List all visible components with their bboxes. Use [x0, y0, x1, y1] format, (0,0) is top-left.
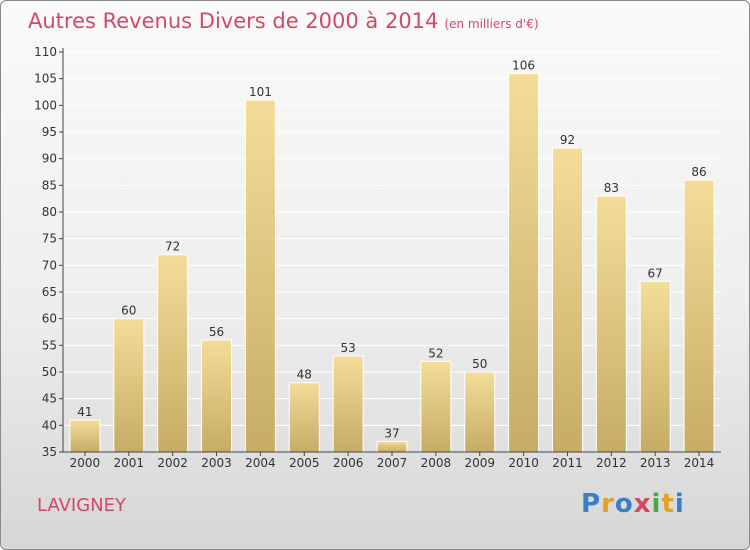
- x-tick-label: 2010: [508, 456, 539, 470]
- bar-2013: [639, 280, 671, 453]
- data-label: 86: [691, 165, 706, 179]
- data-label: 41: [77, 405, 92, 419]
- x-tick-label: 2009: [464, 456, 495, 470]
- x-tick-label: 2003: [201, 456, 232, 470]
- logo-letter: t: [661, 489, 675, 519]
- data-label: 106: [512, 58, 535, 72]
- data-label: 37: [384, 426, 399, 440]
- data-label: 53: [340, 341, 355, 355]
- data-label: 60: [121, 304, 136, 318]
- x-tick-label: 2001: [114, 456, 145, 470]
- x-tick-label: 2008: [421, 456, 452, 470]
- y-tick-label: 65: [42, 285, 57, 299]
- y-tick-label: 85: [42, 178, 57, 192]
- bar-2004: [244, 99, 276, 453]
- bar-2006: [332, 355, 364, 453]
- chart-title: Autres Revenus Divers de 2000 à 2014 (en …: [28, 9, 539, 33]
- y-tick-label: 100: [34, 98, 57, 112]
- logo-letter: P: [581, 489, 602, 519]
- data-label: 83: [604, 181, 619, 195]
- bar-2002: [157, 254, 189, 453]
- bar-2005: [288, 382, 320, 453]
- data-label: 101: [249, 85, 272, 99]
- bar-2010: [508, 72, 540, 453]
- data-label: 52: [428, 346, 443, 360]
- y-tick-label: 55: [42, 338, 57, 352]
- logo-letter: i: [674, 489, 685, 519]
- bar-2000: [69, 419, 101, 453]
- y-tick-label: 45: [42, 392, 57, 406]
- data-label: 67: [648, 266, 663, 280]
- data-label: 92: [560, 133, 575, 147]
- bar-2001: [113, 318, 145, 453]
- bar-2008: [420, 360, 452, 453]
- y-tick-label: 90: [42, 152, 57, 166]
- x-tick-label: 2000: [70, 456, 101, 470]
- x-tick-label: 2006: [333, 456, 364, 470]
- y-tick-label: 110: [34, 45, 57, 59]
- bar-2011: [551, 147, 583, 453]
- y-tick-label: 70: [42, 258, 57, 272]
- y-tick-label: 75: [42, 232, 57, 246]
- x-tick-label: 2004: [245, 456, 276, 470]
- y-tick-label: 50: [42, 365, 57, 379]
- bar-2014: [683, 179, 715, 453]
- y-tick-label: 80: [42, 205, 57, 219]
- data-label: 56: [209, 325, 224, 339]
- x-tick-label: 2013: [640, 456, 671, 470]
- commune-name: LAVIGNEY: [37, 495, 127, 516]
- y-tick-label: 60: [42, 312, 57, 326]
- y-tick-label: 35: [42, 445, 57, 459]
- bar-2009: [464, 371, 496, 453]
- chart-title-text: Autres Revenus Divers de 2000 à 2014: [28, 9, 439, 33]
- y-tick-label: 105: [34, 72, 57, 86]
- x-tick-label: 2005: [289, 456, 320, 470]
- bar-2012: [595, 195, 627, 453]
- logo-letter: o: [614, 489, 634, 519]
- logo-letter: x: [633, 489, 652, 519]
- x-tick-label: 2014: [684, 456, 715, 470]
- x-tick-label: 2011: [552, 456, 583, 470]
- logo-letter: i: [651, 489, 662, 519]
- axes: 35 40 45 50 55 60 65 70 75 80 85 90 95 100 105 110 2000 2…: [34, 45, 721, 470]
- bar-2007: [376, 440, 408, 453]
- x-tick-label: 2007: [377, 456, 408, 470]
- data-label: 50: [472, 357, 487, 371]
- logo-letter: r: [601, 489, 615, 519]
- proxiti-logo: Proxiti: [581, 489, 685, 519]
- bar-2003: [201, 339, 233, 453]
- y-tick-label: 95: [42, 125, 57, 139]
- bars: 41 60 72 56 101 48 53 37 52 50 106 92 83 67 86: [69, 58, 715, 453]
- data-label: 72: [165, 240, 180, 254]
- data-label: 48: [297, 368, 312, 382]
- chart-subtitle: (en milliers d'€): [444, 17, 539, 31]
- x-tick-label: 2002: [157, 456, 188, 470]
- x-tick-label: 2012: [596, 456, 627, 470]
- y-tick-label: 40: [42, 418, 57, 432]
